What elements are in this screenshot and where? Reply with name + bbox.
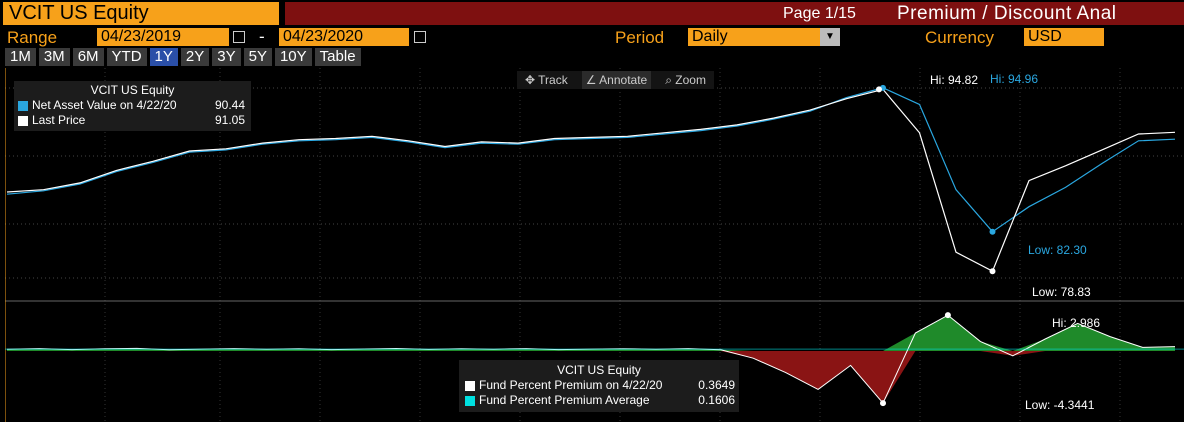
track-label: Track [538,73,568,87]
zoom-tool[interactable]: ⌕ Zoom [665,73,706,87]
tab-table[interactable]: Table [314,48,361,66]
tab-1y[interactable]: 1Y [149,48,178,66]
legend-value: 90.44 [214,98,245,112]
range-separator: - [259,27,265,46]
legend-value: 0.3649 [698,378,735,392]
price-hi-marker [876,86,882,93]
price-swatch [18,115,28,126]
price-legend: VCIT US Equity Net Asset Value on 4/22/2… [14,81,251,131]
tab-3m[interactable]: 3M [38,48,70,66]
calendar-icon[interactable] [233,31,245,43]
period-tabs: 1M 3M 6M YTD 1Y 2Y 3Y 5Y 10Y Table [5,48,361,66]
legend-label: Last Price [32,113,86,127]
price-low-marker [989,268,996,275]
legend-label: Fund Percent Premium on 4/22/20 [479,378,663,392]
period-select[interactable]: Daily [688,28,820,46]
period-label: Period [615,28,665,47]
price-low-label: Low: 78.83 [1032,285,1091,299]
zoom-label: Zoom [675,73,706,87]
legend-item-price: Last Price 91.05 [14,113,251,128]
discount-area [7,351,1175,404]
premium-low-marker [880,400,886,407]
nav-low-marker [989,228,996,235]
currency-select[interactable]: USD [1024,28,1104,46]
price-premium-chart[interactable] [5,68,1184,422]
annotate-label: Annotate [599,73,648,87]
chart-toolbar: ✥ Track ∠ Annotate ⌕ Zoom [517,71,714,89]
price-hi-label: Hi: 94.82 [930,73,979,87]
premium-legend: VCIT US Equity Fund Percent Premium on 4… [459,360,739,412]
tab-3y[interactable]: 3Y [212,48,241,66]
legend-value: 0.1606 [698,393,735,407]
premium-hi-label: Hi: 2.986 [1052,316,1101,330]
legend-item-average: Fund Percent Premium Average 0.1606 [459,393,739,408]
tab-6m[interactable]: 6M [72,48,104,66]
legend-label: Fund Percent Premium Average [479,393,650,407]
premium-hi-marker [944,312,951,319]
annotate-tool[interactable]: ∠ Annotate [581,71,652,89]
tab-10y[interactable]: 10Y [274,48,312,66]
legend-item-premium: Fund Percent Premium on 4/22/20 0.3649 [459,378,739,393]
premium-swatch [465,380,475,391]
range-label: Range [7,28,58,47]
title-bar [285,2,1184,25]
nav-hi-label: Hi: 94.96 [990,72,1039,86]
tab-ytd[interactable]: YTD [106,48,147,66]
range-start-input[interactable]: 04/23/2019 [97,28,229,46]
nav-low-label: Low: 82.30 [1028,243,1087,257]
function-title: Premium / Discount Anal [897,3,1117,24]
currency-label: Currency [925,28,994,47]
legend-item-nav: Net Asset Value on 4/22/20 90.44 [14,98,251,113]
legend-title: VCIT US Equity [90,83,175,97]
range-end-input[interactable]: 04/23/2020 [279,28,409,46]
premium-low-label: Low: -4.3441 [1025,398,1095,412]
legend-label: Net Asset Value on 4/22/20 [32,98,177,112]
page-indicator: Page 1/15 [783,5,856,22]
ticker-field[interactable]: VCIT US Equity [3,2,279,25]
premium-area [7,315,1175,351]
legend-title: VCIT US Equity [557,363,641,377]
average-swatch [465,395,475,406]
tab-1m[interactable]: 1M [5,48,36,66]
nav-swatch [18,100,28,111]
tab-2y[interactable]: 2Y [180,48,210,66]
tab-5y[interactable]: 5Y [243,48,272,66]
calendar-icon[interactable] [414,31,426,43]
legend-value: 91.05 [214,113,245,127]
chevron-down-icon[interactable]: ▼ [820,28,840,46]
price-line [6,88,1176,273]
nav-line [6,87,1176,233]
track-tool[interactable]: ✥ Track [525,73,568,87]
